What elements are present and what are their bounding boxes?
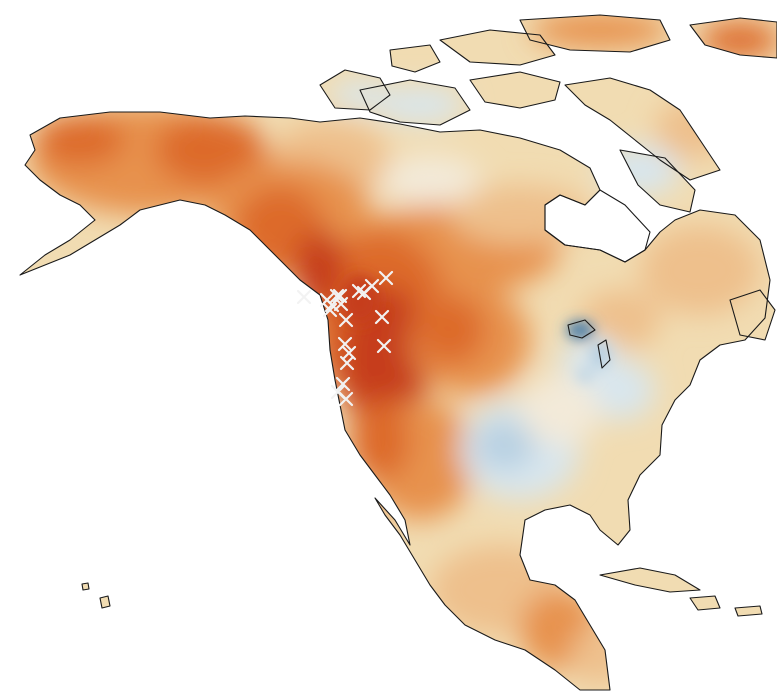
station-marker [330, 384, 346, 400]
anomaly-patch [570, 625, 630, 685]
arctic-island-outline [439, 29, 556, 66]
anomaly-patch [375, 87, 465, 123]
anomaly-patch [415, 295, 485, 365]
station-marker [335, 376, 351, 392]
greenland-outline [689, 17, 777, 59]
anomaly-patch [580, 290, 660, 350]
station-marker [332, 288, 348, 304]
station-marker [356, 285, 372, 301]
anomaly-patch [520, 375, 600, 445]
anomaly-patch [577, 369, 593, 381]
ellesmere-island-outline [519, 14, 671, 53]
hawaii-island-outline [99, 595, 111, 609]
anomaly-patch [330, 81, 390, 109]
caribbean-island-outline [689, 595, 721, 611]
station-marker [296, 289, 312, 305]
coastlines [19, 14, 777, 691]
great-lakes-outline [597, 339, 611, 369]
anomaly-patch [700, 22, 777, 58]
arctic-island-outline [359, 79, 471, 126]
station-markers [296, 270, 394, 407]
great-lakes-outline [567, 319, 596, 339]
arctic-island-outline [619, 149, 696, 213]
station-marker [337, 336, 353, 352]
arctic-island-outline [319, 69, 391, 111]
anomaly-patch [566, 321, 594, 339]
anomaly-patch [530, 15, 670, 48]
newfoundland-outline [729, 289, 776, 341]
hudson-bay-outline [544, 189, 651, 263]
anomaly-patch [155, 115, 265, 185]
station-marker [374, 309, 390, 325]
arctic-island-outline [469, 71, 561, 109]
station-marker [378, 270, 394, 286]
caribbean-island-outline [734, 605, 763, 617]
anomaly-patch [475, 420, 535, 470]
anomaly-patch [380, 155, 480, 205]
station-marker [339, 355, 355, 371]
anomaly-patch [35, 115, 125, 165]
station-marker [338, 312, 354, 328]
station-marker [329, 288, 345, 304]
baffin-island-outline [564, 77, 721, 181]
arctic-island-outline [389, 44, 441, 73]
anomaly-patch [350, 400, 410, 480]
hawaii-island-outline [81, 582, 90, 591]
cuba-outline [599, 567, 701, 593]
station-marker [376, 338, 392, 354]
anomaly-patch [640, 225, 760, 315]
